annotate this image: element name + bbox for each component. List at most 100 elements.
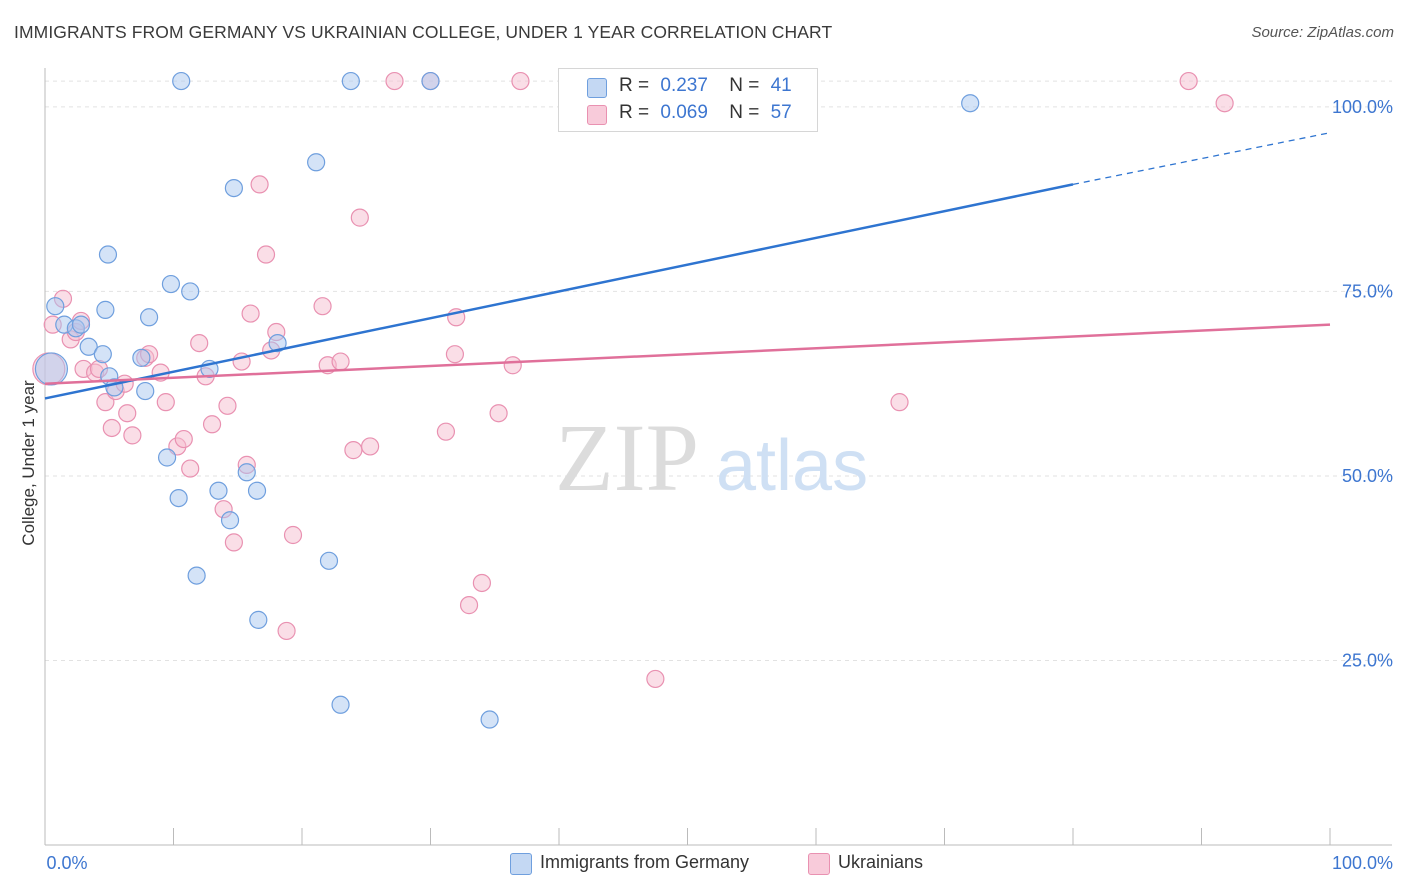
legend-row-text: R = 0.069 N = 57 [619,102,792,124]
ukrainians-point [250,175,269,194]
germany-point [307,153,326,172]
ukrainians-point [96,393,115,412]
n-value: 57 [770,102,792,123]
ukrainians-point [445,345,465,364]
germany-point [268,333,287,353]
ukrainians-point [1179,71,1198,91]
correlation-legend: R = 0.237 N = 41 R = 0.069 N = 57 [558,68,818,132]
germany-trend-line [44,183,1074,400]
ukrainians-point [385,71,404,91]
germany-point [93,345,112,364]
germany-point [187,566,206,585]
ukrainians-point [350,208,369,227]
legend-row-text: R = 0.237 N = 41 [619,75,792,97]
ukrainians-point [472,573,491,593]
germany-trend-extension [1072,132,1331,186]
ukrainians-point [218,396,237,415]
germany-point [220,511,240,530]
germany-point [247,481,267,500]
germany-point [161,274,181,294]
germany-point [249,610,268,629]
ukrainians-point [890,393,909,412]
germany-point [98,245,118,264]
chart-title: IMMIGRANTS FROM GERMANY VS UKRAINIAN COL… [14,22,833,42]
ukrainians-trend-line [44,323,1331,385]
watermark-zip: ZIP [555,404,699,511]
ukrainians-point [344,441,363,460]
ukrainians-point [156,393,175,412]
germany-points [34,71,980,729]
germany-point [169,488,188,508]
tick-labels: 25.0% 50.0% 75.0% 100.0% 0.0% 100.0% [46,97,1393,873]
y-tick-label: 75.0% [1342,281,1393,301]
germany-point [341,71,360,91]
germany-point [139,308,159,327]
germany-point [172,71,191,91]
germany-point [961,94,980,113]
source-label: Source: ZipAtlas.com [1251,24,1394,41]
legend-label-germany: Immigrants from Germany [540,852,750,872]
ukrainians-point [459,596,479,615]
watermark-atlas: atlas [716,426,868,506]
germany-point [331,695,350,714]
blue-swatch [510,853,532,875]
ukrainians-point [313,297,332,316]
germany-point [71,315,91,334]
germany-point [96,300,115,319]
ukrainians-point [646,669,665,689]
pink-swatch [808,853,830,875]
ukrainians-point [489,404,508,423]
r-value: 0.069 [660,102,708,123]
ukrainians-points [32,71,1234,689]
ukrainians-point [102,418,121,438]
blue-swatch [587,78,607,98]
n-label: N = [729,75,760,96]
ukrainians-point [436,422,456,441]
ukrainians-point [361,437,380,456]
ukrainians-point [241,304,260,323]
watermark: ZIP atlas [555,404,868,511]
ukrainians-point [224,533,243,552]
germany-point [136,381,155,401]
ukrainians-point [181,459,200,478]
ukrainians-point [331,352,350,371]
germany-point [480,710,499,729]
axes [44,68,1392,846]
germany-point [34,352,69,386]
y-tick-label: 50.0% [1342,466,1393,486]
r-value: 0.237 [660,75,708,96]
x-tick-label: 100.0% [1332,853,1393,873]
germany-point [319,551,339,570]
r-label: R = [619,102,650,123]
pink-swatch [587,105,607,125]
y-axis-label: College, Under 1 year [19,380,38,546]
legend-label-ukrainians: Ukrainians [838,852,924,872]
n-value: 41 [770,75,792,96]
y-tick-label: 25.0% [1342,650,1393,670]
gridlines [45,80,1392,661]
germany-point [46,297,65,316]
r-label: R = [619,75,650,96]
ukrainians-point [277,621,296,641]
germany-point [181,282,200,301]
germany-point [132,348,151,367]
ukrainians-point [118,404,137,423]
series-legend: Immigrants from Germany Ukrainians [0,852,1406,876]
ukrainians-point [123,426,142,445]
ukrainians-point [174,429,193,449]
germany-point [79,337,98,356]
ukrainians-point [202,415,222,434]
germany-point [209,481,228,500]
germany-point [237,463,256,482]
n-label: N = [729,102,760,123]
ukrainians-point [1215,94,1234,113]
ukrainians-point [256,245,276,264]
x-tick-label: 0.0% [46,853,87,873]
ukrainians-point [283,525,303,545]
ukrainians-point [503,356,522,375]
ukrainians-point [190,333,209,353]
y-tick-label: 100.0% [1332,97,1393,117]
germany-point [421,71,440,91]
ukrainians-point [511,71,530,91]
